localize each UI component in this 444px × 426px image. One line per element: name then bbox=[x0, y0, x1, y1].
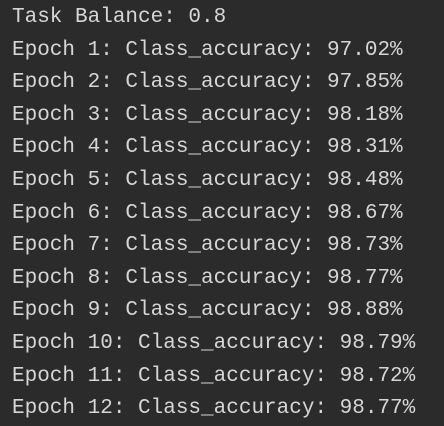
console-line: Epoch 11: Class_accuracy: 98.72% bbox=[12, 364, 416, 388]
console-line: Epoch 5: Class_accuracy: 98.48% bbox=[12, 168, 403, 192]
console-line: Task Balance: 0.8 bbox=[12, 6, 227, 29]
console-line: Epoch 6: Class_accuracy: 98.67% bbox=[12, 201, 403, 225]
console-line: Epoch 2: Class_accuracy: 97.85% bbox=[12, 71, 403, 95]
console-line: Epoch 7: Class_accuracy: 98.73% bbox=[12, 234, 403, 258]
console-line: Epoch 8: Class_accuracy: 98.77% bbox=[12, 266, 403, 290]
console-line: Epoch 10: Class_accuracy: 98.79% bbox=[12, 331, 416, 355]
console-line: Epoch 4: Class_accuracy: 98.31% bbox=[12, 136, 403, 160]
console-line: Epoch 12: Class_accuracy: 98.77% bbox=[12, 397, 416, 421]
console-line: Epoch 1: Class_accuracy: 97.02% bbox=[12, 38, 403, 62]
console-line: Epoch 9: Class_accuracy: 98.88% bbox=[12, 299, 403, 323]
console-line: Epoch 3: Class_accuracy: 98.18% bbox=[12, 103, 403, 127]
